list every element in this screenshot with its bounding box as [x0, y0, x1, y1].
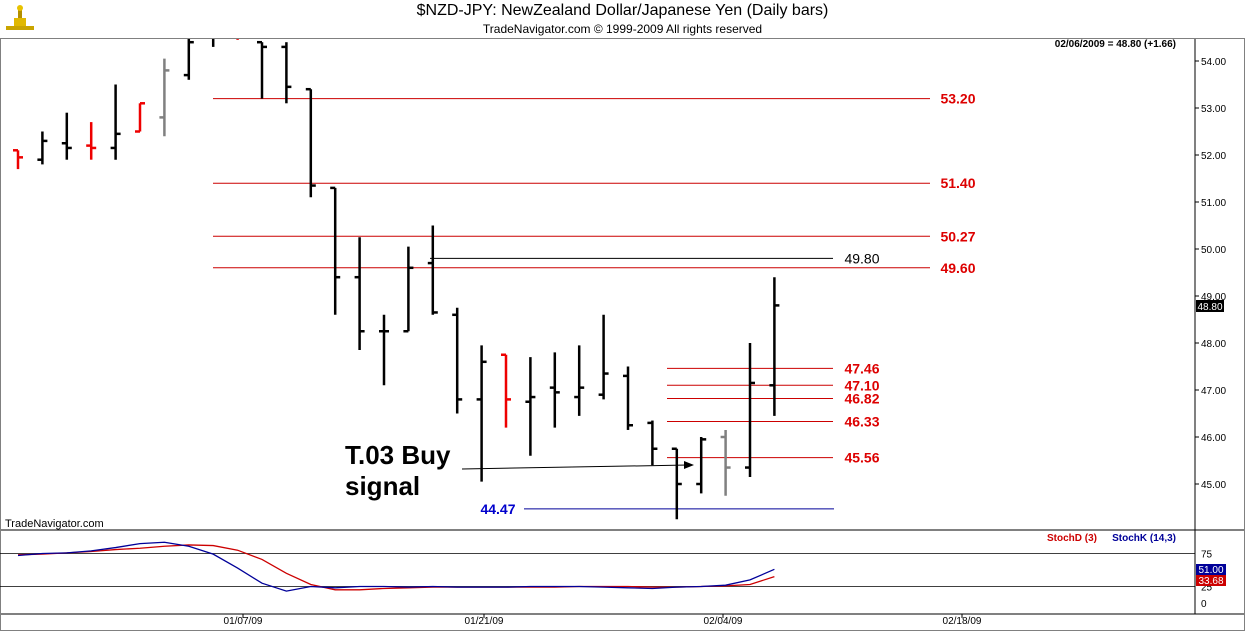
level-label: 47.10 — [844, 377, 879, 393]
price-bar — [354, 237, 365, 351]
chart-title: $NZD-JPY: NewZealand Dollar/Japanese Yen… — [416, 2, 829, 19]
price-bar — [501, 353, 511, 428]
stoch-line — [17, 541, 775, 592]
price-bar — [305, 87, 316, 198]
level-label: 49.60 — [940, 260, 975, 276]
annotation-arrow — [461, 464, 689, 470]
price-bar — [549, 352, 560, 428]
level-label: 50.27 — [940, 228, 975, 244]
price-axis: 54.00 53.00 52.00 51.00 50.00 49.00 48.00 47.00… — [1195, 57, 1226, 491]
level-label: 49.80 — [844, 250, 879, 266]
x-tick-label: 01/21/09 — [465, 616, 504, 627]
price-bar — [159, 58, 170, 137]
legend-stochd: StochD (3) — [1047, 533, 1097, 544]
stoch-last-label: 51.00 — [1198, 565, 1223, 576]
price-marker-box — [1196, 300, 1224, 312]
y-tick-label: 51.00 — [1201, 198, 1226, 209]
watermark: TradeNavigator.com — [5, 518, 104, 530]
annotation-line1: T.03 Buy — [345, 440, 451, 470]
level-label: 47.46 — [844, 360, 879, 376]
price-bar — [574, 345, 585, 416]
level-label: 44.47 — [480, 501, 515, 517]
price-marker: 48.80 — [1197, 302, 1222, 313]
price-bar — [236, 39, 239, 40]
x-tick-label: 02/18/09 — [943, 616, 982, 627]
price-bar — [720, 429, 731, 496]
price-bar — [211, 39, 215, 47]
x-tick-label: 02/04/09 — [704, 616, 743, 627]
y-tick-label: 49.00 — [1201, 292, 1226, 303]
price-bar — [86, 122, 97, 160]
price-bar — [37, 131, 48, 165]
price-bar — [330, 186, 341, 315]
price-bar — [61, 112, 72, 160]
price-bar — [671, 447, 682, 520]
price-bar — [135, 102, 145, 133]
x-tick-label: 01/07/09 — [224, 616, 263, 627]
price-bar — [183, 39, 194, 80]
y-tick-label: 52.00 — [1201, 151, 1226, 162]
y-tick-label: 46.00 — [1201, 433, 1226, 444]
level-label: 53.20 — [940, 91, 975, 107]
price-bar — [745, 343, 755, 477]
price-bar — [281, 42, 292, 104]
stoch-line — [17, 544, 775, 591]
y-tick-label: 53.00 — [1201, 104, 1226, 115]
y-tick-label: 48.00 — [1201, 339, 1226, 350]
price-bar — [110, 84, 121, 160]
price-bar — [769, 277, 780, 416]
price-bar — [598, 314, 609, 400]
price-bar — [623, 366, 633, 430]
y-tick-label: 47.00 — [1201, 386, 1226, 397]
last-price-readout: 02/06/2009 = 48.80 (+1.66) — [1055, 39, 1176, 50]
time-axis: 01/07/09 01/21/09 02/04/09 02/18/09 — [224, 614, 982, 627]
price-bar — [525, 357, 536, 456]
price-bar — [696, 437, 707, 494]
stoch-tick-label: 0 — [1201, 599, 1207, 610]
annotation-arrowhead — [684, 461, 694, 469]
price-bars — [13, 39, 780, 520]
price-bar — [379, 314, 389, 386]
stoch-last-box — [1196, 575, 1226, 586]
legend-stochk: StochK (14,3) — [1112, 533, 1176, 544]
level-label: 45.56 — [844, 450, 879, 466]
copyright-text: TradeNavigator.com © 1999-2009 All right… — [482, 22, 763, 36]
price-levels: 53.20 51.40 50.27 49.60 49.80 47.4647.1046.82… — [213, 91, 976, 517]
price-bar — [452, 307, 463, 414]
price-bar — [257, 40, 267, 99]
level-label: 46.33 — [844, 413, 879, 429]
level-label: 46.82 — [844, 390, 879, 406]
y-tick-label: 45.00 — [1201, 480, 1226, 491]
level-label: 51.40 — [940, 175, 975, 191]
price-bar — [13, 149, 23, 170]
stoch-tick-label: 75 — [1201, 550, 1213, 561]
price-bar — [476, 345, 487, 482]
price-bar — [403, 246, 414, 333]
stoch-last-label: 33.68 — [1198, 576, 1223, 587]
annotation-line2: signal — [345, 471, 420, 501]
y-tick-label: 50.00 — [1201, 245, 1226, 256]
price-bar — [647, 420, 658, 466]
y-tick-label: 54.00 — [1201, 57, 1226, 68]
stoch-lines — [17, 541, 775, 592]
tradenavigator-logo-icon — [4, 4, 36, 32]
price-bar — [427, 225, 438, 315]
stoch-last-box — [1196, 564, 1226, 575]
stoch-tick-label: 25 — [1201, 583, 1213, 594]
